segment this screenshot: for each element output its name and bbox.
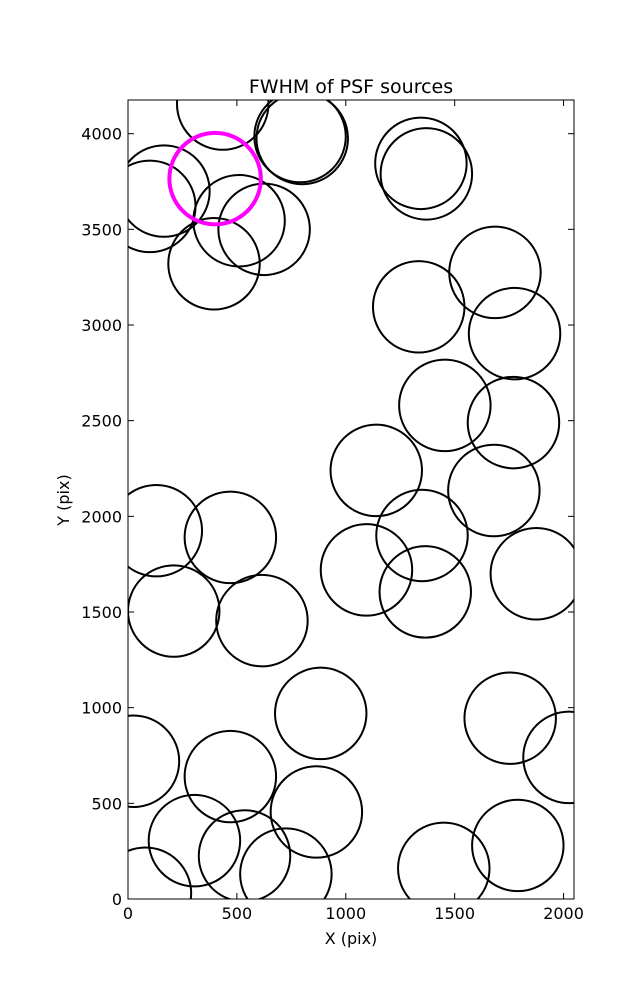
y-tick-label: 1000 <box>81 699 122 718</box>
source-circle <box>447 443 541 538</box>
source-circle <box>128 846 193 899</box>
source-circle <box>329 423 423 518</box>
source-circle <box>379 127 474 221</box>
source-circle <box>489 527 574 621</box>
y-tick-label: 0 <box>112 890 122 909</box>
source-circle <box>397 821 491 899</box>
x-axis: 0 500 1000 1500 2000 <box>123 100 584 923</box>
source-circle <box>375 488 469 583</box>
source-circle <box>463 671 557 765</box>
source-circle <box>183 729 278 824</box>
y-tick-label: 500 <box>91 794 122 813</box>
source-circle <box>319 523 414 617</box>
source-circle <box>128 144 211 238</box>
x-tick-label: 0 <box>123 904 133 923</box>
chart-title: FWHM of PSF sources <box>249 76 453 98</box>
source-circle <box>128 483 204 578</box>
source-circle <box>471 798 565 893</box>
source-circle <box>255 100 349 186</box>
x-tick-label: 500 <box>222 904 253 923</box>
plot-frame <box>127 99 575 900</box>
source-circle <box>378 545 472 639</box>
source-circle <box>197 809 292 899</box>
x-tick-label: 1500 <box>434 904 475 923</box>
x-axis-label: X (pix) <box>325 929 378 948</box>
source-circle <box>215 573 309 668</box>
source-circle <box>128 714 181 808</box>
source-circle <box>371 260 466 354</box>
source-circle <box>466 375 561 470</box>
y-axis-label: Y (pix) <box>54 474 73 526</box>
source-circle <box>167 217 261 311</box>
source-circle <box>183 490 278 585</box>
y-tick-label: 2500 <box>81 412 122 431</box>
source-circle <box>217 182 311 277</box>
source-circle <box>522 710 574 805</box>
y-axis: 0 500 1000 1500 2000 2500 3000 3500 4000 <box>81 125 574 909</box>
source-circle <box>467 286 562 381</box>
source-circle <box>192 173 286 268</box>
y-tick-label: 3000 <box>81 316 122 335</box>
y-tick-label: 2000 <box>81 507 122 526</box>
source-circle <box>273 666 368 761</box>
source-circle <box>239 827 333 899</box>
y-tick-label: 4000 <box>81 125 122 144</box>
source-circle <box>128 564 221 658</box>
source-circle <box>448 225 542 320</box>
source-circle <box>147 793 242 888</box>
y-tick-label: 1500 <box>81 603 122 622</box>
source-circle <box>269 765 364 859</box>
source-circle <box>398 358 492 453</box>
x-tick-label: 1000 <box>325 904 366 923</box>
x-tick-label: 2000 <box>543 904 584 923</box>
source-circle <box>374 116 468 211</box>
highlighted-source-circle <box>167 130 263 227</box>
y-tick-label: 3500 <box>81 220 122 239</box>
plot-area <box>128 100 574 899</box>
source-circle <box>253 100 347 184</box>
